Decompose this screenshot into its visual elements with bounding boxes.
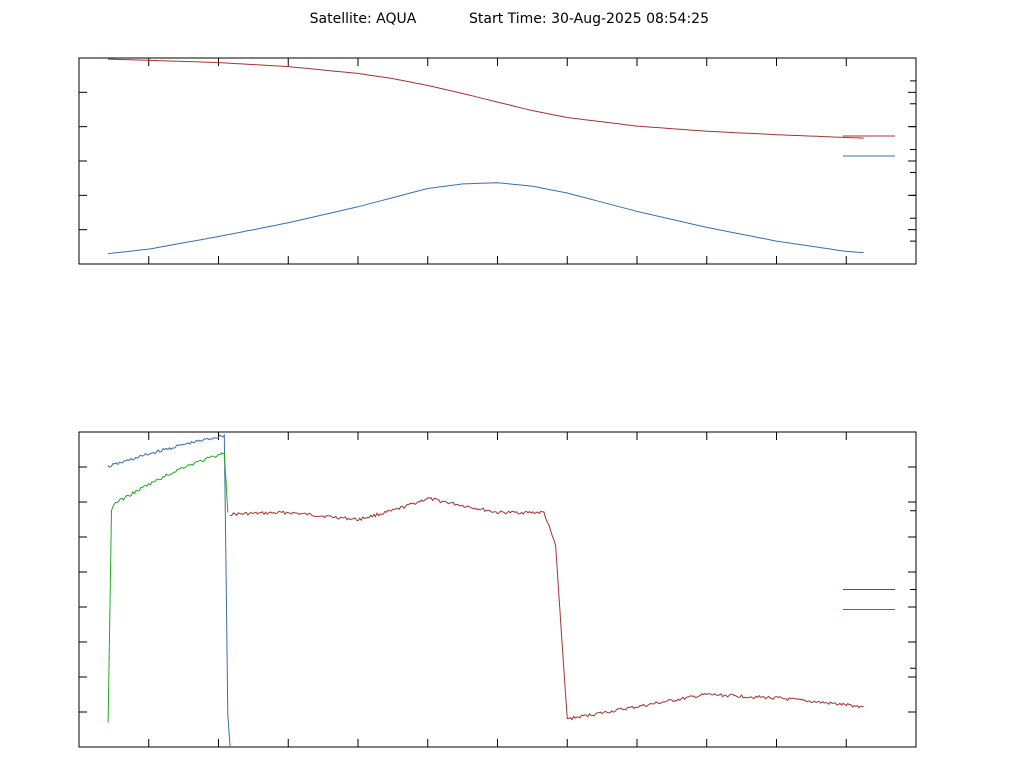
start-time-label: Start Time: 30-Aug-2025 08:54:25	[469, 11, 709, 27]
plot-frame	[78, 57, 917, 265]
plot-frame	[78, 431, 917, 748]
series-azimuth-line	[108, 58, 864, 139]
series-signal-level-line	[230, 496, 864, 721]
satellite-label: Satellite: AQUA	[310, 11, 417, 27]
series-ebno-line	[107, 433, 231, 748]
series-unlabeled-line	[107, 452, 229, 723]
series-elevation-line	[108, 182, 864, 255]
position-chart	[78, 57, 917, 265]
receive-signal-chart	[78, 431, 917, 748]
